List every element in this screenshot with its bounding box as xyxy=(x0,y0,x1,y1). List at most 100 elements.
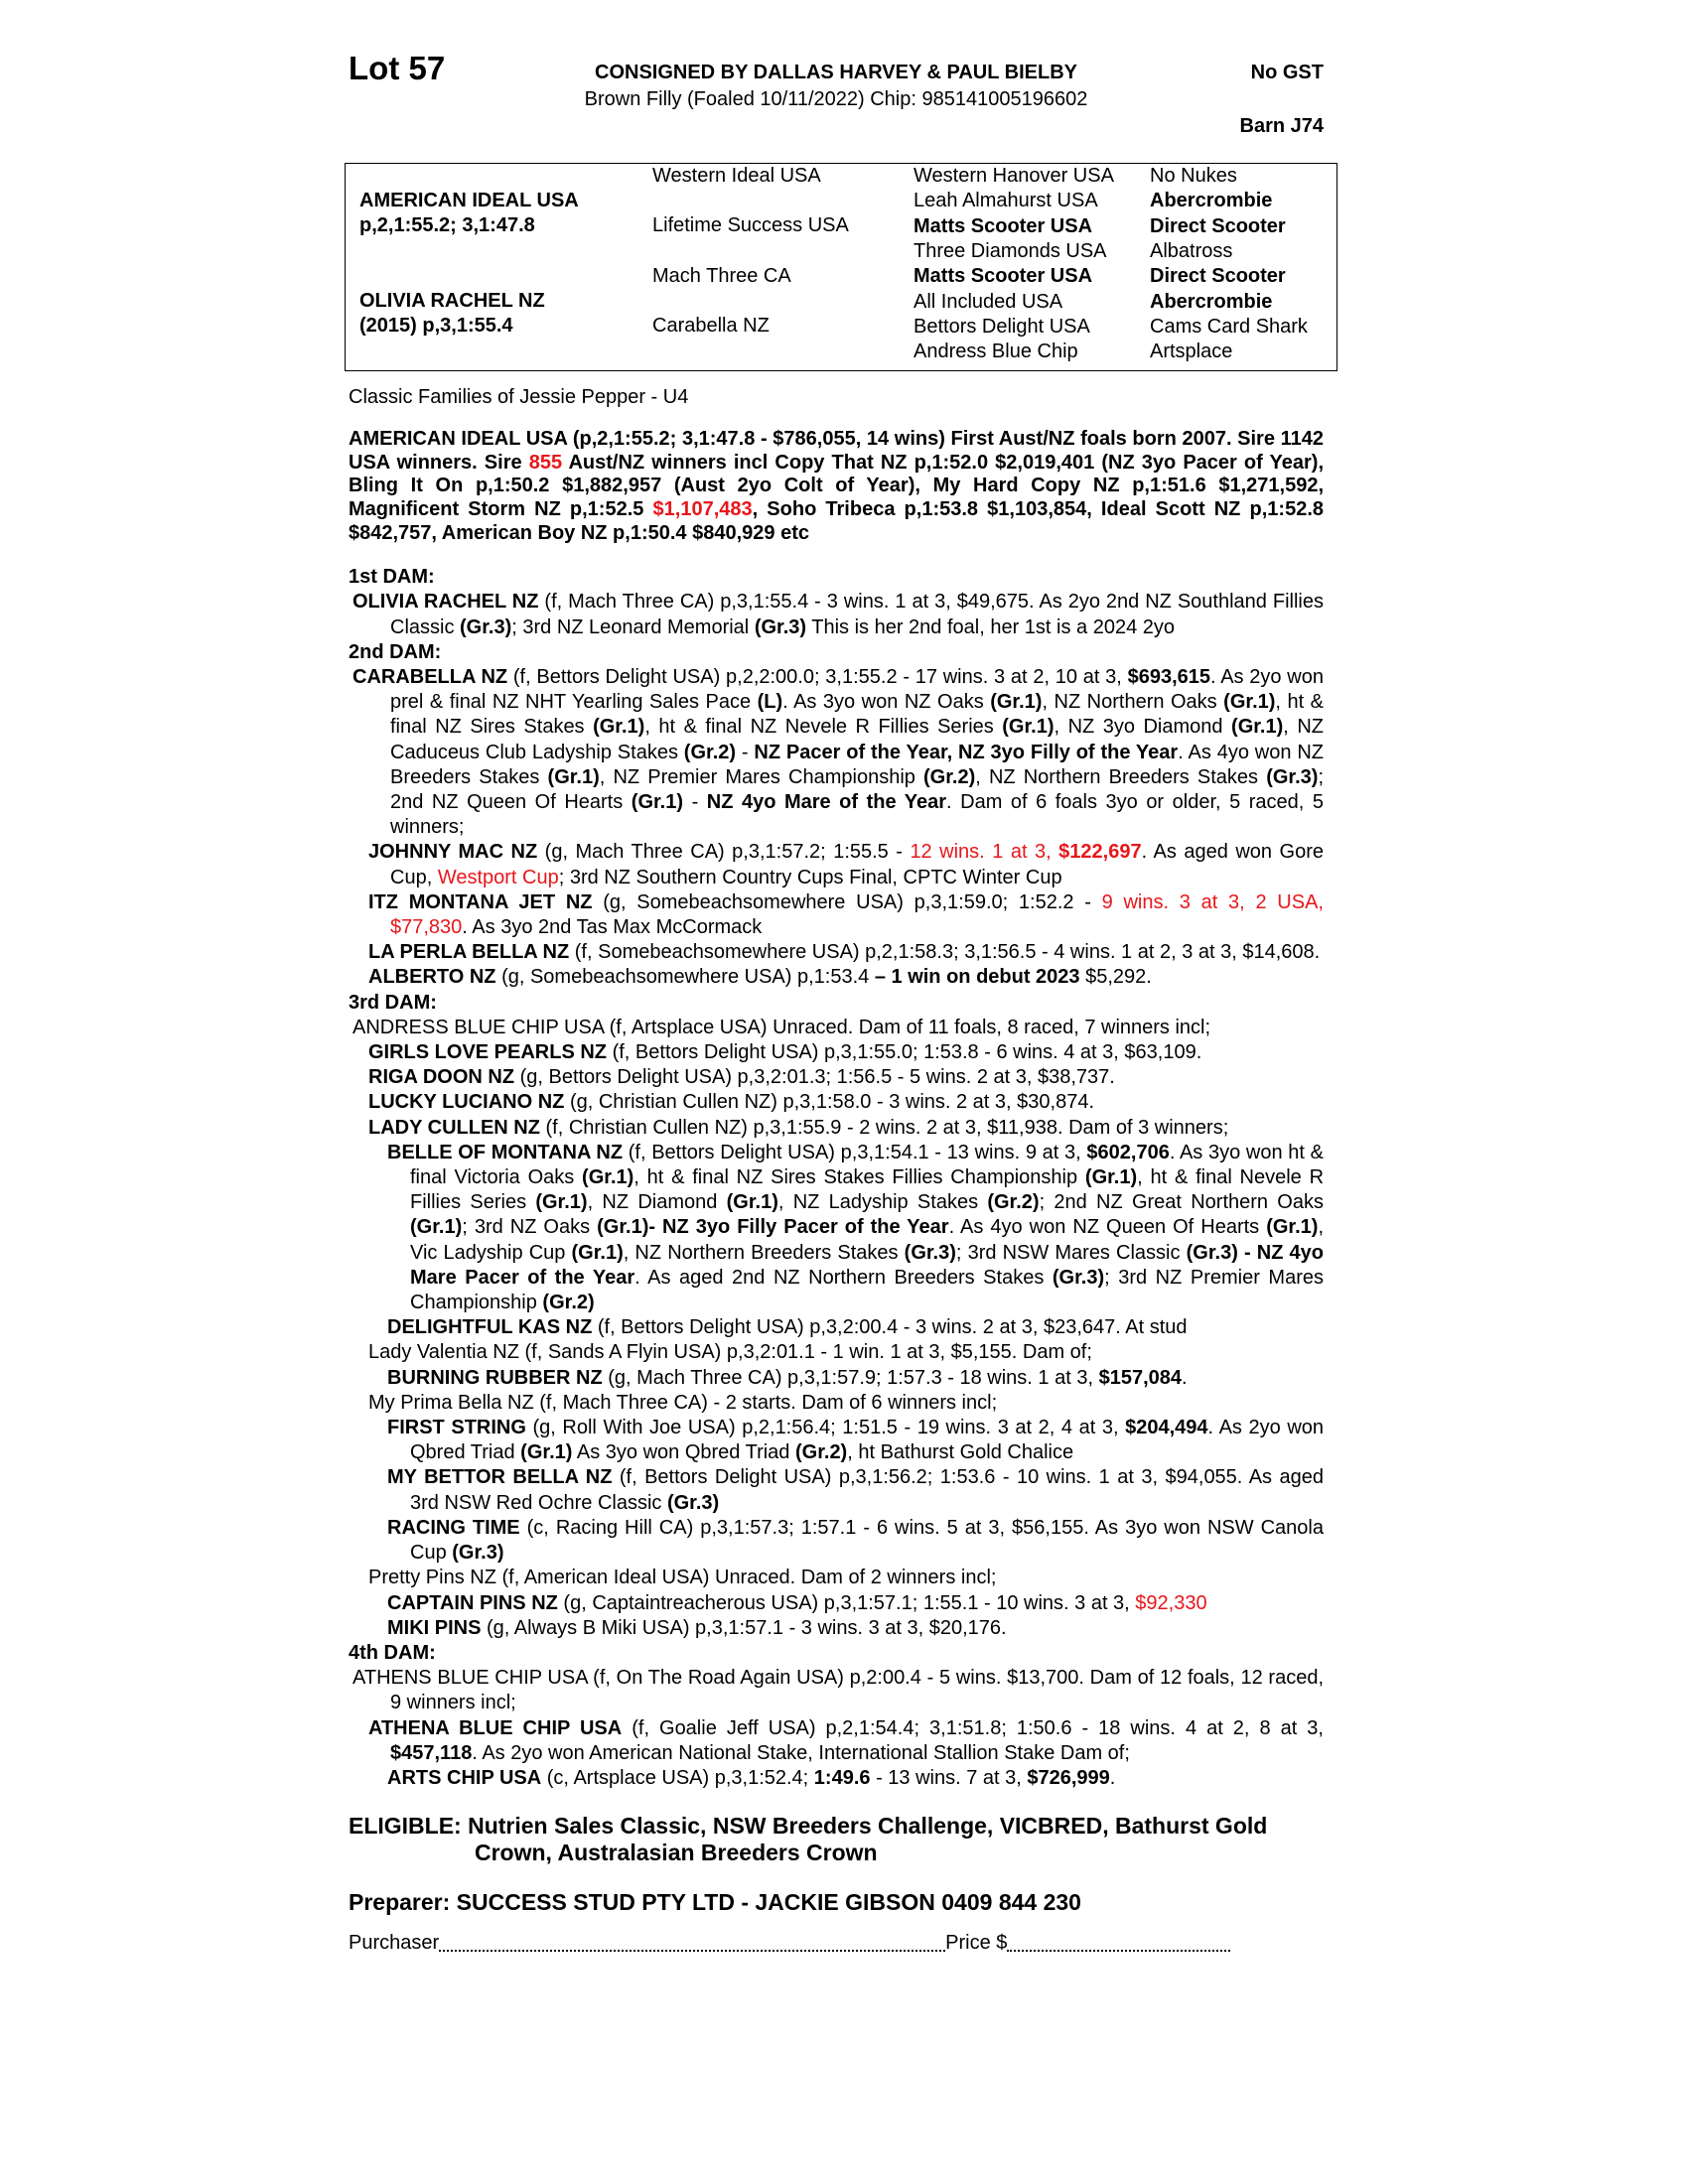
text-segment: JOHNNY MAC NZ xyxy=(368,841,538,864)
text-segment: RIGA DOON NZ xyxy=(368,1066,515,1089)
text-segment: (Gr.1) xyxy=(582,1166,634,1189)
pedigree-entry: ATHENA BLUE CHIP USA (f, Goalie Jeff USA… xyxy=(349,1716,1324,1766)
pedigree-gen3: Western Hanover USA xyxy=(914,165,1114,187)
text-segment: . As 3yo won ht & final Victoria Oaks xyxy=(410,1141,1325,1189)
pedigree-dam-record: (2015) p,3,1:55.4 xyxy=(359,315,513,337)
text-segment: $693,615 xyxy=(1127,665,1211,688)
text-segment: (g, Mach Three CA) p,3,1:57.9; 1:57.3 - … xyxy=(602,1366,1099,1389)
text-segment: (c, Artsplace USA) p,3,1:52.4; xyxy=(541,1766,814,1789)
text-segment: . As aged 2nd NZ Northern Breeders Stake… xyxy=(634,1266,1053,1289)
text-segment: (Gr.3) xyxy=(1052,1266,1105,1289)
text-segment: $457,118 xyxy=(390,1741,473,1764)
text-segment: ITZ MONTANA JET NZ xyxy=(368,890,593,913)
text-segment: 1:49.6 xyxy=(813,1766,871,1789)
pedigree-entry: Pretty Pins NZ (f, American Ideal USA) U… xyxy=(349,1566,1324,1590)
pedigree-entry: ITZ MONTANA JET NZ (g, Somebeachsomewher… xyxy=(349,890,1324,940)
pedigree-gen4: Albatross xyxy=(1150,239,1233,262)
text-segment: 9 wins. 3 at 3, 2 USA, $77,830 xyxy=(390,890,1324,939)
dam-heading: 2nd DAM: xyxy=(349,640,442,663)
text-segment: . As 2yo won American National Stake, In… xyxy=(472,1741,1130,1764)
purchaser-field[interactable] xyxy=(439,1949,946,1952)
text-segment: ; 2nd NZ Great Northern Oaks xyxy=(1039,1191,1324,1214)
text-segment: (Gr.1) xyxy=(1084,1166,1138,1189)
text-segment: (Gr.1) xyxy=(547,765,600,788)
pedigree-entry: JOHNNY MAC NZ (g, Mach Three CA) p,3,1:5… xyxy=(349,840,1324,889)
pedigree-entry: RACING TIME (c, Racing Hill CA) p,3,1:57… xyxy=(349,1516,1324,1566)
pedigree-entry: ALBERTO NZ (g, Somebeachsomewhere USA) p… xyxy=(349,965,1324,990)
text-segment: 12 wins. 1 at 3, xyxy=(910,841,1059,864)
text-segment: BURNING RUBBER NZ xyxy=(387,1366,603,1389)
pedigree-gen3: Matts Scooter USA xyxy=(914,214,1093,237)
text-segment: NZ Pacer of the Year, NZ 3yo Filly of th… xyxy=(754,741,1179,763)
pedigree-entry: ARTS CHIP USA (c, Artsplace USA) p,3,1:5… xyxy=(349,1766,1324,1791)
pedigree-sire: AMERICAN IDEAL USA xyxy=(359,190,579,211)
text-segment: OLIVIA RACHEL NZ xyxy=(352,591,539,614)
consignor: CONSIGNED BY DALLAS HARVEY & PAUL BIELBY xyxy=(595,62,1077,83)
text-segment: - 13 wins. 7 at 3, xyxy=(870,1766,1028,1789)
text-segment: ATHENS BLUE CHIP USA (f, On The Road Aga… xyxy=(352,1667,1324,1714)
text-segment: (Gr.3) xyxy=(904,1241,956,1264)
pedigree-entry: GIRLS LOVE PEARLS NZ (f, Bettors Delight… xyxy=(349,1040,1324,1065)
text-segment: , NZ Northern Breeders Stakes xyxy=(623,1241,905,1264)
pedigree-table: AMERICAN IDEAL USA p,2,1:55.2; 3,1:47.8 … xyxy=(345,163,1337,371)
text-segment: $5,292. xyxy=(1079,966,1152,989)
text-segment: (Gr.1) xyxy=(571,1241,624,1264)
text-segment: (g, Mach Three CA) p,3,1:57.2; 1:55.5 - xyxy=(537,841,911,864)
pedigree-entry: FIRST STRING (g, Roll With Joe USA) p,2,… xyxy=(349,1416,1324,1465)
text-segment: CARABELLA NZ xyxy=(352,665,508,688)
text-segment: $157,084 xyxy=(1098,1366,1182,1389)
pedigree-sire-record: p,2,1:55.2; 3,1:47.8 xyxy=(359,214,535,236)
text-segment: ; 2nd NZ Queen Of Hearts xyxy=(390,765,1324,813)
catalogue-body: Classic Families of Jessie Pepper - U4 A… xyxy=(349,385,1324,1957)
text-segment: , ht & final Nevele R Fillies Series xyxy=(410,1166,1325,1214)
pedigree-gen3: All Included USA xyxy=(914,290,1063,313)
text-segment: Westport Cup xyxy=(437,866,559,888)
text-segment: This is her 2nd foal, her 1st is a 2024 … xyxy=(806,615,1176,638)
text-segment: . As 4yo won NZ Queen Of Hearts xyxy=(948,1216,1267,1239)
text-segment: (f, Bettors Delight USA) p,3,1:56.2; 1:5… xyxy=(410,1466,1324,1514)
text-segment: (Gr.3) xyxy=(1266,765,1319,788)
text-segment: (g, Bettors Delight USA) p,3,2:01.3; 1:5… xyxy=(514,1066,1115,1089)
text-segment: (Gr.1) xyxy=(520,1441,573,1464)
text-segment: (Gr.3) xyxy=(666,1491,720,1514)
text-segment: – 1 win on debut 2023 xyxy=(874,966,1080,989)
text-segment: (g, Roll With Joe USA) p,2,1:56.4; 1:51.… xyxy=(525,1417,1126,1439)
text-segment: (Gr.2) xyxy=(794,1441,848,1464)
text-segment: $602,706 xyxy=(1086,1141,1170,1163)
text-segment: MIKI PINS xyxy=(387,1616,482,1639)
text-segment: LUCKY LUCIANO NZ xyxy=(368,1091,565,1114)
gst-status: No GST xyxy=(1250,62,1324,83)
dam-heading: 1st DAM: xyxy=(349,566,435,589)
text-segment: $1,107,483 xyxy=(652,497,753,520)
text-segment: (g, Somebeachsomewhere USA) p,3,1:59.0; … xyxy=(592,890,1102,913)
pedigree-entry: CAPTAIN PINS NZ (g, Captaintreacherous U… xyxy=(349,1591,1324,1616)
pedigree-entry: LA PERLA BELLA NZ (f, Somebeachsomewhere… xyxy=(349,940,1324,965)
price-field[interactable] xyxy=(1007,1949,1231,1952)
pedigree-gen3: Three Diamonds USA xyxy=(914,239,1107,262)
pedigree-gen3: Leah Almahurst USA xyxy=(914,190,1098,212)
text-segment: As 3yo won Qbred Triad xyxy=(572,1441,795,1464)
pedigree-gen3: Matts Scooter USA xyxy=(914,265,1093,288)
pedigree-entry: Lady Valentia NZ (f, Sands A Flyin USA) … xyxy=(349,1340,1324,1365)
text-segment: . As 3yo won NZ Oaks xyxy=(782,691,991,714)
text-segment: AMERICAN IDEAL USA (p,2,1:55.2; 3,1:47.8… xyxy=(349,428,1324,474)
pedigree-entry: RIGA DOON NZ (g, Bettors Delight USA) p,… xyxy=(349,1065,1324,1090)
text-segment: (f, Somebeachsomewhere USA) p,2,1:58.3; … xyxy=(569,941,1321,964)
text-segment: . As 4yo won NZ Breeders Stakes xyxy=(390,741,1324,788)
pedigree-entry: MIKI PINS (g, Always B Miki USA) p,3,1:5… xyxy=(349,1616,1324,1641)
text-segment: ARTS CHIP USA xyxy=(387,1766,542,1789)
pedigree-gen2: Carabella NZ xyxy=(652,315,770,337)
text-segment: Pretty Pins NZ (f, American Ideal USA) U… xyxy=(368,1567,997,1589)
pedigree-gen4: Direct Scooter xyxy=(1150,214,1286,237)
dam-heading: 3rd DAM: xyxy=(349,991,437,1014)
text-segment: , ht & final NZ Sires Stakes Fillies Cha… xyxy=(633,1166,1085,1189)
pedigree-dam: OLIVIA RACHEL NZ xyxy=(359,290,545,312)
pedigree-entry: OLIVIA RACHEL NZ (f, Mach Three CA) p,3,… xyxy=(349,590,1324,639)
pedigree-gen3: Andress Blue Chip xyxy=(914,341,1078,363)
text-segment: (Gr.1) xyxy=(1223,691,1276,714)
pedigree-entry: ATHENS BLUE CHIP USA (f, On The Road Aga… xyxy=(349,1666,1324,1715)
text-segment: (Gr.2) xyxy=(683,741,737,763)
pedigree-gen4: Cams Card Shark xyxy=(1150,315,1308,338)
text-segment: (g, Captaintreacherous USA) p,3,1:57.1; … xyxy=(557,1591,1136,1614)
horse-description: Brown Filly (Foaled 10/11/2022) Chip: 98… xyxy=(584,88,1088,110)
